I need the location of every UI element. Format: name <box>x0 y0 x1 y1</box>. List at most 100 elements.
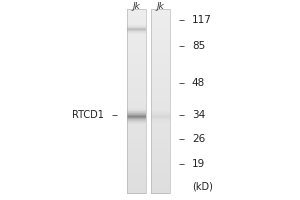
Bar <box>127 92 146 93</box>
Bar <box>127 67 146 68</box>
Bar <box>151 184 170 185</box>
Bar <box>151 69 170 70</box>
Bar <box>127 93 146 94</box>
Bar <box>151 63 170 64</box>
Bar <box>151 127 170 128</box>
Bar <box>127 79 146 80</box>
Bar <box>151 136 170 137</box>
Bar <box>151 151 170 152</box>
Bar <box>127 31 146 32</box>
Bar <box>151 121 170 122</box>
Text: 117: 117 <box>192 15 212 25</box>
Bar <box>151 154 170 155</box>
Bar <box>127 124 146 125</box>
Bar <box>127 132 146 133</box>
Bar <box>127 39 146 40</box>
Bar <box>127 70 146 71</box>
Bar <box>151 177 170 178</box>
Bar <box>127 79 146 80</box>
Bar <box>127 48 146 49</box>
Bar <box>127 92 146 93</box>
Bar <box>127 184 146 185</box>
Bar <box>151 97 170 98</box>
Bar <box>127 113 146 114</box>
Bar <box>127 167 146 168</box>
Bar <box>127 26 146 27</box>
Bar <box>127 73 146 74</box>
Bar <box>127 57 146 58</box>
Bar <box>151 51 170 52</box>
Bar <box>151 164 170 165</box>
Bar <box>127 21 146 22</box>
Bar <box>151 62 170 63</box>
Bar <box>127 76 146 77</box>
Bar <box>151 129 170 130</box>
Bar <box>151 66 170 67</box>
Bar <box>127 160 146 161</box>
Bar <box>127 42 146 43</box>
Bar <box>151 169 170 170</box>
Bar <box>127 129 146 130</box>
Bar <box>151 161 170 162</box>
Bar <box>127 86 146 87</box>
Bar <box>151 12 170 13</box>
Bar <box>151 78 170 79</box>
Bar <box>151 85 170 86</box>
Bar <box>127 172 146 173</box>
Bar <box>151 38 170 39</box>
Bar <box>127 127 146 128</box>
Bar <box>151 52 170 53</box>
Bar <box>151 72 170 73</box>
Bar <box>127 143 146 144</box>
Bar <box>151 116 170 117</box>
Bar <box>127 15 146 16</box>
Bar <box>151 74 170 75</box>
Bar <box>127 153 146 154</box>
Bar <box>127 116 146 117</box>
Bar <box>151 128 170 129</box>
Bar <box>151 159 170 160</box>
Bar <box>127 63 146 64</box>
Bar <box>127 193 146 194</box>
Bar <box>127 172 146 173</box>
Bar <box>151 84 170 85</box>
Bar <box>151 143 170 144</box>
Bar <box>151 27 170 28</box>
Bar <box>127 112 146 113</box>
Bar <box>151 172 170 173</box>
Bar <box>151 129 170 130</box>
Bar <box>127 161 146 162</box>
Bar <box>151 127 170 128</box>
Bar <box>151 63 170 64</box>
Bar <box>127 130 146 131</box>
Bar <box>127 38 146 39</box>
Bar <box>151 11 170 12</box>
Text: --: -- <box>178 15 185 25</box>
Bar <box>127 28 146 29</box>
Bar <box>151 44 170 45</box>
Bar <box>127 52 146 53</box>
Bar <box>127 118 146 119</box>
Bar <box>151 87 170 88</box>
Bar <box>151 9 170 10</box>
Bar <box>127 32 146 33</box>
Bar <box>151 186 170 187</box>
Bar <box>127 152 146 153</box>
Bar <box>151 81 170 82</box>
Bar <box>127 18 146 19</box>
Bar <box>127 56 146 57</box>
Bar <box>127 71 146 72</box>
Bar <box>151 175 170 176</box>
Bar <box>127 177 146 178</box>
Bar <box>127 23 146 24</box>
Bar <box>151 103 170 104</box>
Bar <box>127 12 146 13</box>
Text: --: -- <box>178 41 185 51</box>
Bar <box>151 105 170 106</box>
Bar <box>151 102 170 103</box>
Bar <box>151 25 170 26</box>
Bar <box>151 173 170 174</box>
Bar <box>151 95 170 96</box>
Bar <box>127 64 146 65</box>
Bar <box>151 160 170 161</box>
